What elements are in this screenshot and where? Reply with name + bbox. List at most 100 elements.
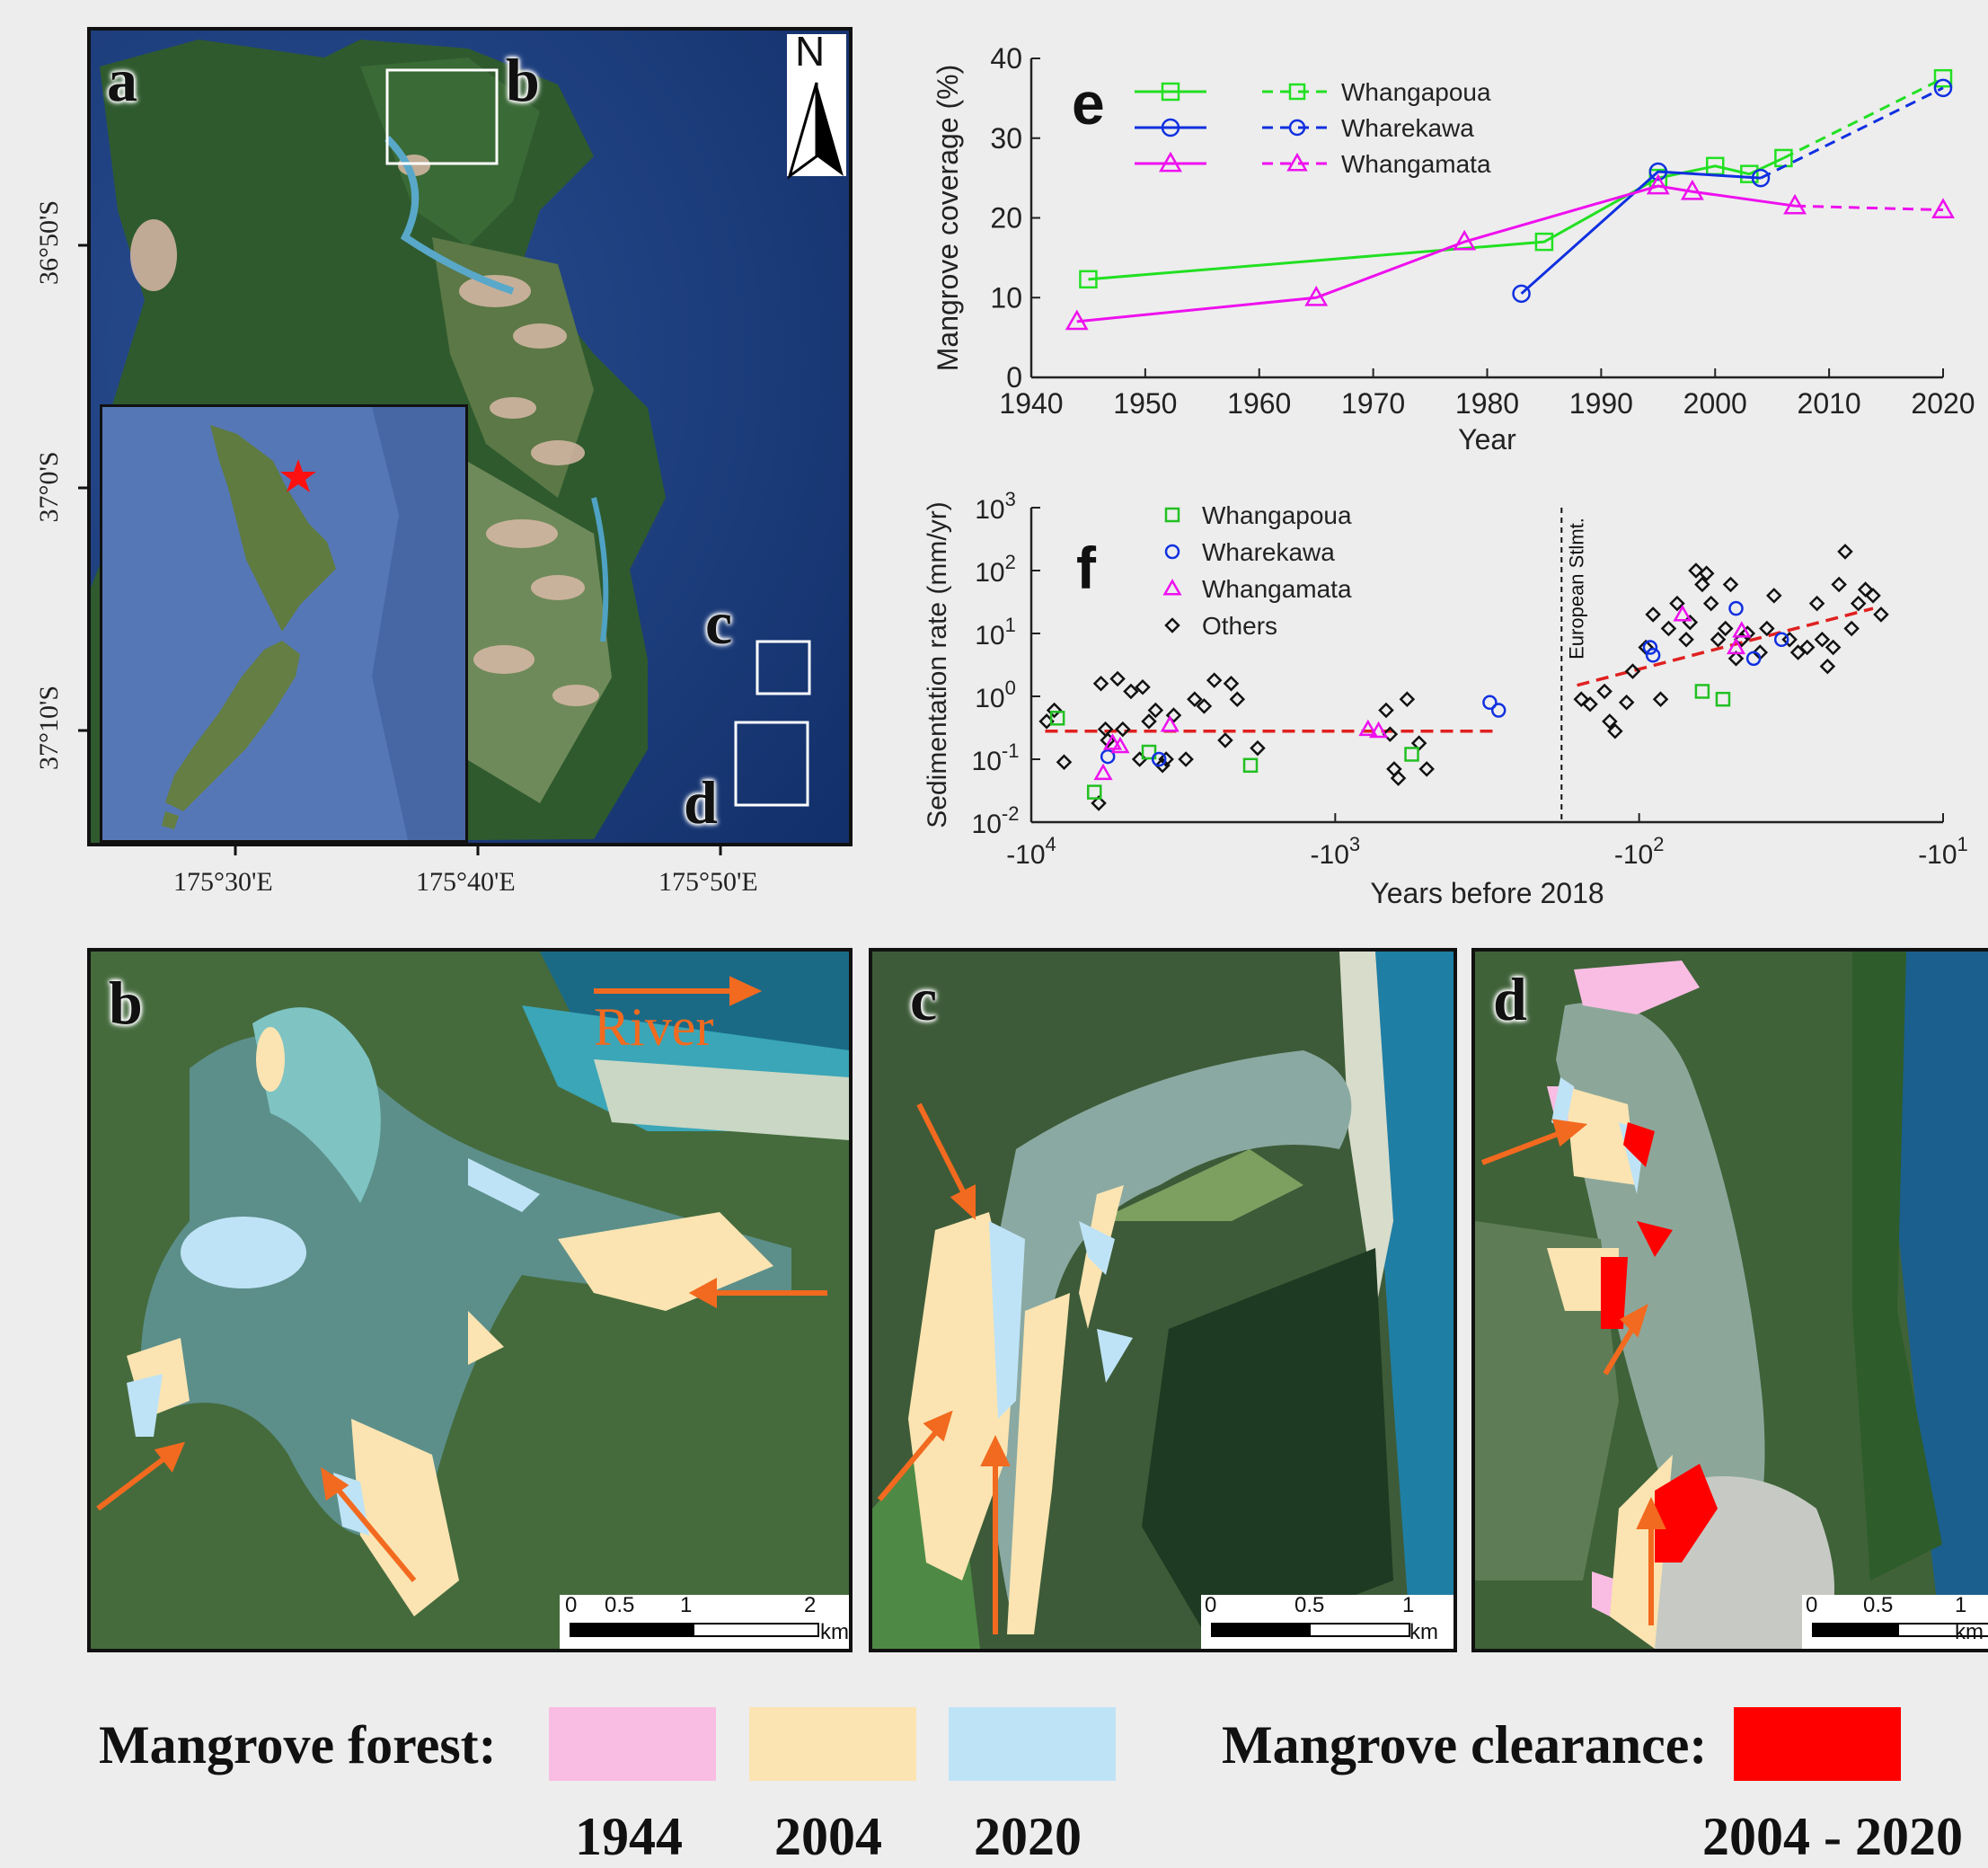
x-tick-label-1: -103 [1311,833,1361,870]
series-1-point-1 [1648,162,1668,181]
series-3-point-22 [1229,691,1246,707]
scale-b: 0 0.5 1 2 km [560,1593,849,1644]
series-3-point-59 [1781,632,1798,648]
series-3-point-50 [1710,632,1727,648]
x-tick-label-4: 1980 [1455,387,1519,420]
box-d-label: d [684,768,718,837]
series-3-point-41 [1652,691,1669,707]
series-3-point-49 [1702,595,1719,612]
series-3-point-69 [1850,595,1867,612]
scale-b-2: 1 [680,1593,693,1617]
series-3-point-35 [1602,713,1618,730]
x-tick-label-6: 2000 [1683,387,1747,420]
box-b [385,68,499,165]
lon-label-3: 175°50'E [658,867,758,897]
series-2-point-2 [1110,736,1130,754]
series-1-point-7 [1745,651,1762,667]
series-1-point-6 [1728,600,1744,616]
series-3-point-53 [1727,651,1745,667]
scale-b-0: 0 [565,1593,578,1617]
series-2-point-6 [1673,605,1692,622]
location-star-icon [280,459,316,492]
series-3-point-68 [1843,620,1860,637]
series-3-point-42 [1660,620,1677,637]
x-tick-label-2: -102 [1614,833,1665,870]
series-3-point-9 [1131,751,1148,767]
legend-year-1944: 1944 [575,1807,683,1866]
series-2-point-3 [1160,714,1180,732]
series-3-point-12 [1147,702,1164,719]
y-tick-label-4: 102 [975,551,1016,588]
y-tick-label-4: 40 [990,42,1022,75]
series-1-point-end [1933,78,1953,98]
swatch-2020 [949,1707,1116,1781]
legend-solid-marker-2 [1159,151,1182,173]
series-3-point-23 [1250,739,1266,757]
series-3-point-28 [1399,691,1416,707]
legend-dashed-marker-0 [1288,83,1306,101]
series-3-point-58 [1766,588,1782,604]
series-3-point-47 [1694,576,1710,593]
series-3-point-46 [1688,562,1704,579]
series-2-point-0 [1093,763,1113,781]
panel-c-letter: c [910,965,938,1033]
series-3-point-34 [1596,683,1612,700]
x-tick-label-7: 2010 [1798,387,1861,420]
legend-solid-marker-1 [1161,118,1180,137]
inset-new-zealand [100,404,468,843]
map-a: a b c d N [87,27,853,846]
y-axis-title: Mangrove coverage (%) [932,65,964,371]
series-3-point-63 [1814,632,1831,648]
scale-c-unit: km [1409,1620,1438,1644]
panel-d-letter: d [1493,965,1527,1033]
series-0-point-4 [1404,747,1419,762]
panel-f-letter: f [1076,535,1097,601]
series-3-point-61 [1798,639,1816,656]
y-tick-label-1: 10-1 [972,739,1020,776]
y-tick-label-2: 20 [990,202,1022,235]
series-3-point-15 [1165,707,1182,723]
legend-dashed-marker-2 [1286,152,1308,172]
swatch-clearance [1734,1707,1901,1781]
legend-marker-0 [1164,507,1180,523]
series-2-point-1 [1304,285,1329,306]
chart-e: e 1940 1950 1960 1970 1980 1990 2000 2010 2020 0 1… [932,42,1975,456]
series-3-point-14 [1158,751,1174,767]
series-1-point-2 [1751,168,1771,188]
series-3-point-6 [1109,670,1126,687]
map-c: c 0 0.5 1 km [869,948,1457,1652]
scale-c-1: 0.5 [1294,1593,1325,1617]
y-tick-label-0: 0 [1006,361,1022,394]
series-0-point-end [1933,68,1953,88]
legend-year-2004: 2004 [774,1807,882,1866]
series-3-point-36 [1607,722,1623,739]
lat-label-3: 37°10'S [34,685,64,770]
swatch-1944 [549,1707,716,1781]
scale-b-unit: km [820,1620,849,1644]
legend-dashed-marker-1 [1288,119,1306,137]
legend-marker-3 [1164,617,1180,633]
legend-label-2: Whangamata [1341,150,1491,178]
series-1-point-2 [1482,695,1498,711]
series-1-solid-line [1520,170,1762,295]
map-d: d 0 0.5 1 km [1471,948,1988,1652]
series-3-point-16 [1178,751,1194,767]
series-0-point-6 [1715,691,1731,707]
series-3-point-17 [1187,691,1203,707]
legend-clearance-years: 2004 - 2020 [1702,1807,1963,1866]
series-0-point-1 [1086,784,1102,800]
series-3-point-20 [1217,732,1233,748]
north-arrow-icon [787,34,846,180]
series-3-point-64 [1819,658,1836,675]
scale-d-unit: km [1955,1620,1984,1644]
map-b: b River 0 0.5 1 2 km [87,948,853,1652]
scale-b-1: 0.5 [605,1593,635,1617]
y-axis-title: Sedimentation rate (mm/yr) [923,501,952,828]
series-2-point-7 [1726,637,1746,655]
series-3-point-7 [1115,721,1131,738]
series-0-point-5 [1694,684,1710,699]
series-3-point-3 [1092,675,1109,692]
box-c-label: c [705,589,733,657]
series-2-point-4 [1680,179,1704,200]
series-3-point-30 [1418,761,1435,777]
